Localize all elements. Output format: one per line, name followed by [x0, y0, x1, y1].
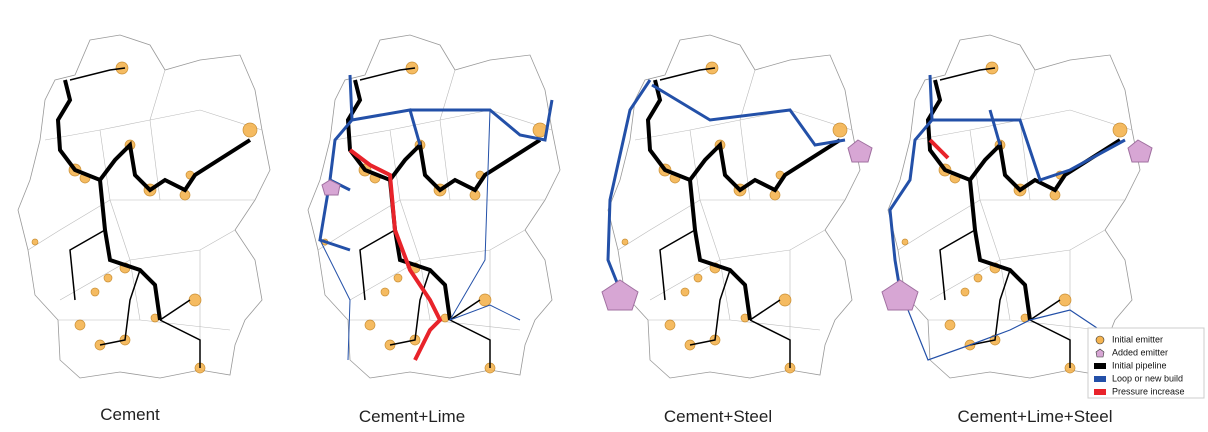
- map-panel: [16, 33, 272, 380]
- legend-box: [1087, 327, 1205, 399]
- panel-caption: Cement+Steel: [664, 407, 772, 426]
- legend-swatch: [1094, 376, 1106, 382]
- map-panel: [881, 33, 1153, 380]
- legend-swatch: [1095, 335, 1105, 345]
- panel-caption: Cement: [100, 405, 160, 424]
- legend-swatch: [1095, 348, 1105, 358]
- map-panel: [601, 33, 873, 380]
- legend-label: Initial emitter: [1112, 334, 1163, 344]
- legend-swatch: [1094, 363, 1106, 369]
- legend-label: Initial pipeline: [1112, 360, 1167, 370]
- panel-caption: Cement+Lime+Steel: [958, 407, 1113, 426]
- map-panels: [16, 33, 1153, 380]
- panel-caption: Cement+Lime: [359, 407, 465, 426]
- map-panel: [306, 33, 562, 380]
- legend: Initial emitter Added emitter Initial pipe…: [1087, 327, 1205, 399]
- legend-swatch: [1094, 389, 1106, 395]
- legend-label: Added emitter: [1112, 347, 1168, 357]
- legend-label: Loop or new build: [1112, 373, 1183, 383]
- legend-label: Pressure increase: [1112, 386, 1185, 396]
